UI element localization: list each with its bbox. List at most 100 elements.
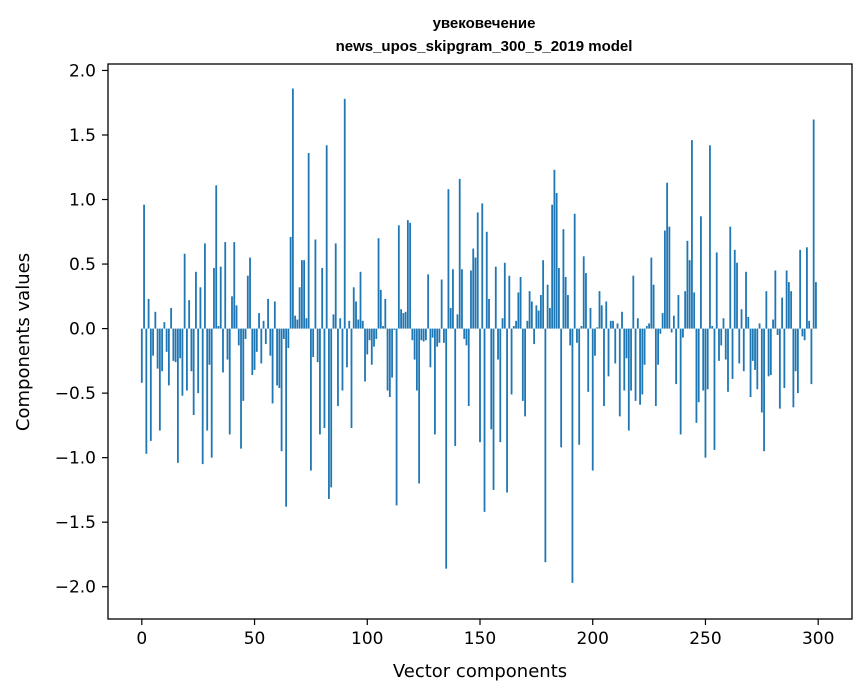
bar [346,328,348,368]
bar [415,328,418,391]
y-tick-label: 0.0 [69,320,96,340]
bar [364,328,366,382]
y-tick-label: −1.0 [55,449,96,469]
y-tick-label: −0.5 [55,384,96,404]
bar [497,328,499,360]
bar [291,88,294,329]
bar [702,328,705,391]
bar [233,242,236,329]
bar [235,305,238,329]
bar [429,328,432,368]
bar [481,203,484,329]
bar [321,267,324,329]
bar [343,98,346,329]
bar [609,320,612,329]
bar [379,289,382,329]
bar [490,328,493,430]
bar [224,242,227,329]
bar [695,328,698,423]
bar [195,271,197,329]
bar [612,320,614,329]
bar [334,243,337,329]
bars-group [140,88,817,583]
bar [650,257,653,329]
bar [219,266,222,329]
bar [679,328,682,435]
bar [796,328,799,394]
bar [395,328,398,506]
chart-title: увековечение [433,15,536,32]
bar [758,323,761,329]
bar [443,328,445,343]
bar [330,328,333,488]
bar [258,313,260,329]
bar [370,328,373,365]
bar [571,328,574,583]
bar [582,256,585,329]
bar [578,328,581,445]
x-tick-label: 100 [351,629,383,649]
bar [645,326,648,329]
bar [276,328,278,386]
bar [165,328,168,352]
bar [208,328,211,365]
bar [303,260,306,329]
bar [368,328,371,341]
bar [684,291,687,329]
bar [237,328,240,346]
bar [325,145,328,329]
bar [512,326,515,329]
bar [240,328,242,449]
bar [591,328,594,471]
bar [697,328,700,403]
bar [413,328,416,360]
bar [271,328,274,404]
bar [526,320,529,329]
bar [535,305,538,329]
x-axis-label: Vector components [393,661,567,682]
bar [508,275,511,329]
bar [709,145,711,329]
bar [731,328,734,379]
bar [267,298,269,329]
bar [341,328,344,391]
bar [397,225,400,329]
bar [812,119,815,329]
bar [262,320,265,329]
x-tick-label: 250 [689,629,721,649]
bar [506,328,508,493]
bar [765,291,768,329]
bar [289,236,292,329]
bar [312,328,315,357]
bar [749,328,752,397]
bar [305,318,308,329]
bar [510,328,513,395]
bar [409,222,412,329]
bar [163,322,166,329]
bar [776,328,779,336]
bar [181,328,184,396]
x-tick-label: 300 [802,629,834,649]
bar [704,328,707,458]
bar [348,320,351,329]
bar [470,270,472,329]
bar [287,328,290,348]
bar [447,189,450,329]
bar [517,292,520,329]
x-tick-label: 150 [464,629,496,649]
bar [337,328,339,407]
bar [603,328,605,407]
bar [652,284,655,329]
bar [585,273,587,329]
bar [794,328,797,372]
bar [641,328,644,395]
y-tick-label: 1.0 [69,191,96,211]
y-tick-label: 2.0 [69,61,96,81]
bar [472,248,475,329]
bar [359,271,362,329]
bar [810,328,813,385]
bar [366,328,369,355]
bar [670,328,673,333]
bar [654,328,657,407]
